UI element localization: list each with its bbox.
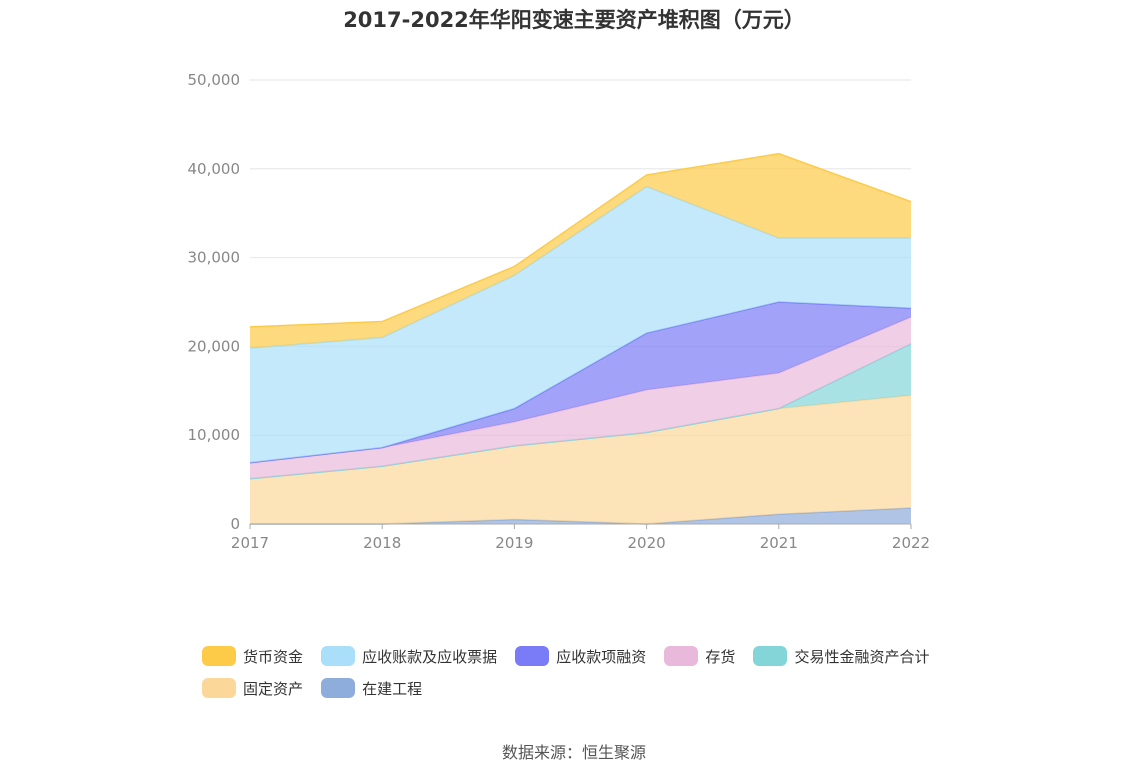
chart-title: 2017-2022年华阳变速主要资产堆积图（万元） [343, 8, 805, 32]
area-series[interactable] [250, 395, 911, 524]
legend-item-cash[interactable]: 货币资金 [202, 640, 303, 672]
legend-label: 应收款项融资 [556, 647, 647, 666]
y-tick-label: 10,000 [188, 426, 241, 444]
legend-label: 货币资金 [243, 647, 304, 666]
series-line [249, 152, 912, 328]
legend-label: 应收账款及应收票据 [362, 647, 498, 666]
y-tick-label: 40,000 [188, 160, 241, 178]
series-line [249, 301, 912, 464]
legend-swatch [202, 646, 236, 666]
area-series[interactable] [250, 317, 911, 479]
legend-item-construction-in-progress[interactable]: 在建工程 [321, 672, 422, 704]
legend-label: 固定资产 [243, 679, 304, 698]
legend-swatch [321, 646, 356, 666]
area-series[interactable] [250, 186, 911, 463]
data-source: 数据来源：恒生聚源 [501, 743, 646, 762]
legend-item-trading-financial-assets[interactable]: 交易性金融资产合计 [753, 640, 929, 672]
legend-label: 存货 [705, 647, 736, 666]
legend: 货币资金 应收账款及应收票据 应收款项融资 存货 交易性金融资产合计 固定资产 … [202, 640, 982, 704]
y-tick-label: 30,000 [188, 249, 241, 267]
legend-label: 在建工程 [362, 679, 423, 698]
area-series[interactable] [250, 153, 911, 349]
y-tick-label: 20,000 [188, 337, 241, 355]
y-tick-label: 0 [230, 515, 240, 533]
x-tick-label: 2017 [231, 534, 269, 552]
legend-label: 交易性金融资产合计 [794, 647, 930, 666]
x-tick-label: 2021 [760, 534, 798, 552]
legend-item-fixed-assets[interactable]: 固定资产 [202, 672, 303, 704]
legend-item-inventory[interactable]: 存货 [664, 640, 735, 672]
x-tick-label: 2019 [495, 534, 533, 552]
x-tick-label: 2022 [892, 534, 930, 552]
x-tick-label: 2018 [363, 534, 401, 552]
area-series[interactable] [250, 302, 911, 463]
legend-swatch [515, 646, 550, 666]
stacked-area-chart: 0 10,000 20,000 30,000 40,000 50,000 2017 2018 2… [188, 71, 931, 552]
legend-swatch [321, 678, 356, 698]
legend-item-receivables-financing[interactable]: 应收款项融资 [515, 640, 646, 672]
x-tick-label: 2020 [628, 534, 666, 552]
legend-item-receivables[interactable]: 应收账款及应收票据 [321, 640, 497, 672]
legend-swatch [664, 646, 699, 666]
legend-swatch [202, 678, 236, 698]
y-tick-label: 50,000 [188, 71, 241, 89]
area-series[interactable] [250, 508, 911, 524]
legend-swatch [753, 646, 788, 666]
